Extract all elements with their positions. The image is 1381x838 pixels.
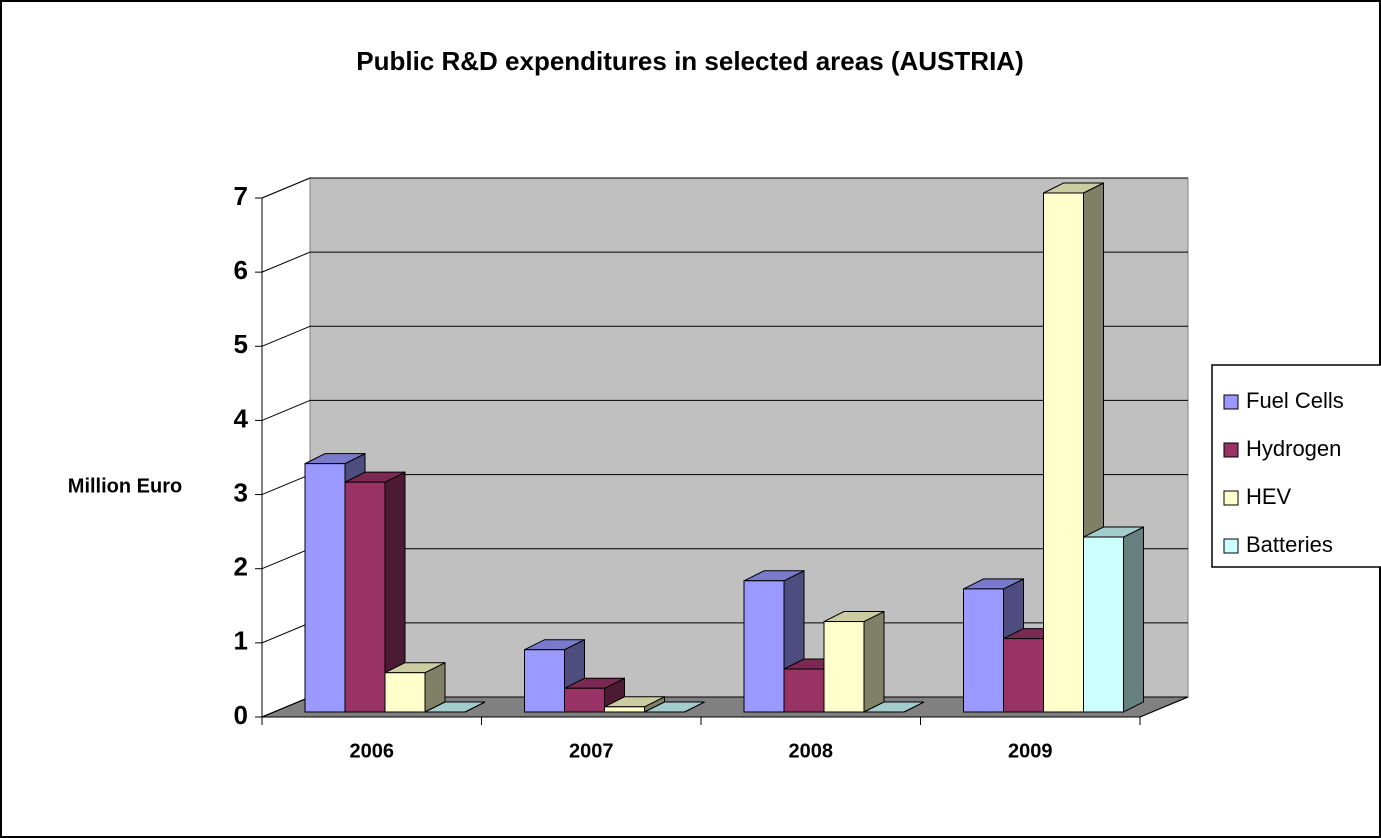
bar-top [644,701,705,713]
bar-front [384,672,426,713]
y-tick-label: 6 [234,255,248,285]
bar-front [743,580,785,713]
bar [644,701,705,713]
bar-front [823,621,865,713]
bar [604,696,665,713]
bar [1083,526,1144,713]
bar-top [424,701,486,713]
legend-label: Batteries [1246,532,1333,557]
x-axis-back [1139,696,1189,718]
bar-front [1003,638,1044,713]
y-tick-label: 7 [234,181,248,211]
y-tick-label: 4 [234,403,249,433]
bar-front [783,668,825,713]
grid-line-side [261,696,311,718]
legend-swatch [1223,490,1239,506]
bar-front [1043,192,1084,713]
bar [384,661,446,713]
x-tick-label: 2007 [569,740,614,762]
legend-label: HEV [1246,484,1292,509]
bar-front [564,687,605,713]
grid-line-side [261,251,311,273]
legend: Fuel Cells Hydrogen HEV Batteries [1211,364,1381,568]
bar-front [1083,536,1124,713]
grid-line-side [261,325,311,347]
x-tick-label: 2008 [789,740,834,762]
y-tick-label: 2 [234,552,248,582]
grid-line-side [261,622,311,644]
bar-top [863,701,925,713]
bar [863,701,925,713]
plot: 0 1 2 3 4 5 6 7 2006 2007 2008 2009 [234,177,1189,762]
bar [344,471,406,713]
y-tick-label: 5 [234,329,248,359]
bar-front [604,706,645,713]
grid-line-side [261,177,311,199]
legend-label: Fuel Cells [1246,388,1344,413]
legend-swatch [1223,538,1239,554]
y-axis-label: Million Euro [68,475,182,497]
bar-front [963,588,1004,713]
bar-front [524,649,565,713]
grid-line-side [261,548,311,570]
side-wall [261,177,311,718]
y-tick-label: 3 [234,477,248,507]
bar-front [344,481,386,713]
legend-box [1211,364,1381,568]
bar-side [863,610,885,713]
grid-line-side [261,474,311,496]
bar [823,610,885,713]
bar-front [304,463,346,713]
grid-line-side [261,399,311,421]
bar [424,701,486,713]
legend-swatch [1223,442,1239,458]
x-tick-label: 2006 [350,740,395,762]
bar-side [1123,526,1144,713]
legend-label: Hydrogen [1246,436,1341,461]
chart-title: Public R&D expenditures in selected area… [356,46,1024,76]
y-tick-label: 1 [234,626,248,656]
legend-swatch [1223,394,1239,410]
x-tick-label: 2009 [1008,740,1053,762]
y-tick-label: 0 [234,700,248,730]
